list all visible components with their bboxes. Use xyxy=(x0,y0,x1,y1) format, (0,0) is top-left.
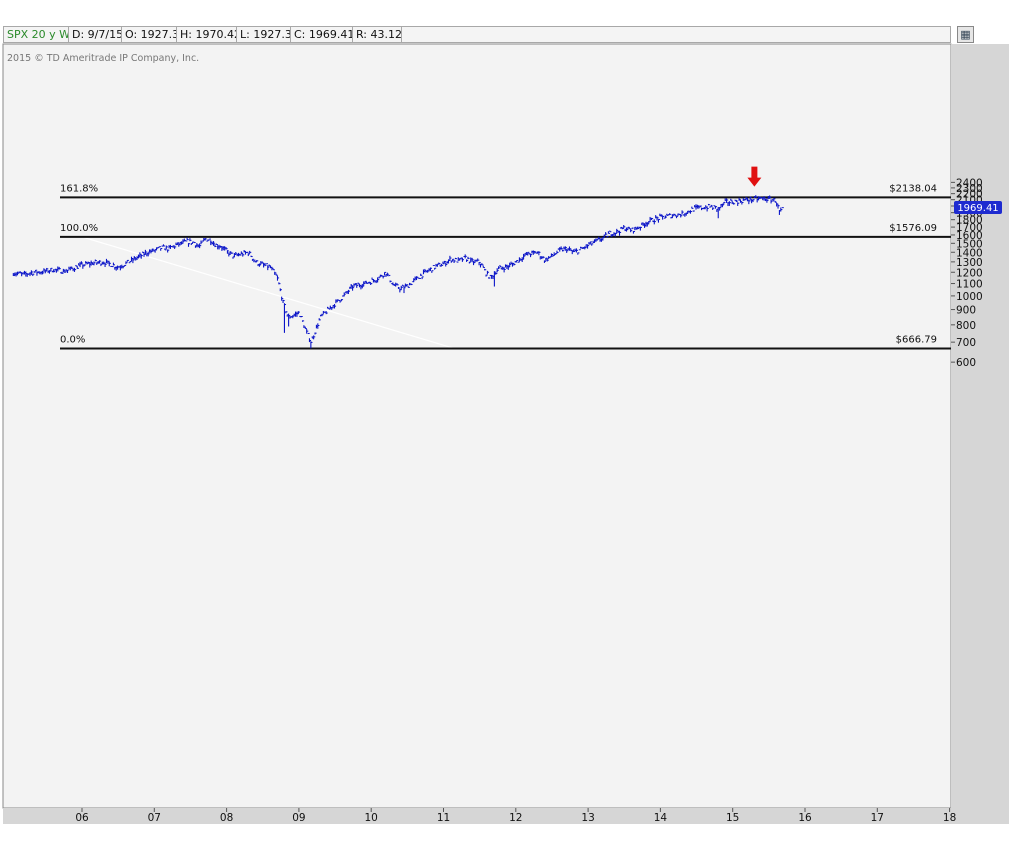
y-tick-label: 1400 xyxy=(956,247,983,259)
chart-settings-icon[interactable]: ▦ xyxy=(957,26,974,43)
plot-area xyxy=(2,43,952,809)
down-arrow-marker xyxy=(747,166,762,187)
open-field: O: 1927.3 xyxy=(121,26,179,43)
y-tick-label: 1900 xyxy=(956,208,983,220)
fib-price-label: $2138.04 xyxy=(889,183,937,194)
y-tick-label: 2300 xyxy=(956,183,983,195)
x-tick-label: 10 xyxy=(365,812,378,824)
last-price-label: 1969.41 xyxy=(957,203,998,214)
y-tick-label: 1700 xyxy=(956,222,983,234)
close-field: C: 1969.41 xyxy=(290,26,354,43)
series-group xyxy=(12,195,784,349)
y-tick-label: 1300 xyxy=(956,257,983,269)
y-tick-label: 800 xyxy=(956,320,976,332)
x-tick-label: 14 xyxy=(654,812,668,824)
fib-level-label: 100.0% xyxy=(60,223,98,234)
x-tick-label: 15 xyxy=(726,812,739,824)
annotation-group: 1969.41 xyxy=(747,166,1002,215)
y-axis-group: 600 700 800 900 1000110012001300140015001600… xyxy=(951,177,983,369)
fib-price-label: $1576.09 xyxy=(889,223,937,234)
y-tick-label: 1000 xyxy=(956,291,983,303)
y-tick-label: 1200 xyxy=(956,267,983,279)
high-field: H: 1970.42 xyxy=(176,26,241,43)
x-axis-group: 06 07 08 09 10 11 12 13 14 15 16 17 18 xyxy=(75,808,956,824)
y-axis-panel xyxy=(951,44,1009,808)
fib-levels-group: 161.8% $2138.04 100.0% $1576.09 0.0% $666.79 xyxy=(60,183,951,350)
y-tick-label: 2000 xyxy=(956,201,983,213)
y-tick-label: 1800 xyxy=(956,215,983,227)
low-field: L: 1927.3 xyxy=(236,26,292,43)
trendline-group xyxy=(81,236,455,350)
x-tick-label: 13 xyxy=(581,812,594,824)
x-axis-panel xyxy=(3,808,1009,824)
x-tick-label: 07 xyxy=(148,812,161,824)
x-tick-label: 06 xyxy=(75,812,89,824)
y-tick-label: 600 xyxy=(956,357,976,369)
range-field: R: 43.12 xyxy=(352,26,402,43)
date-field: D: 9/7/15 xyxy=(68,26,123,43)
header-spacer xyxy=(401,26,951,43)
y-tick-label: 2200 xyxy=(956,189,983,201)
fib-level-label: 0.0% xyxy=(60,334,85,345)
x-tick-label: 08 xyxy=(220,812,233,824)
y-tick-label: 900 xyxy=(956,305,976,317)
y-tick-label: 1100 xyxy=(956,279,983,291)
x-tick-label: 16 xyxy=(798,812,812,824)
copyright-text: 2015 © TD Ameritrade IP Company, Inc. xyxy=(7,53,199,64)
y-tick-label: 700 xyxy=(956,337,976,349)
x-tick-label: 12 xyxy=(509,812,522,824)
y-tick-label: 1500 xyxy=(956,238,983,250)
last-price-badge xyxy=(954,201,1002,215)
x-tick-label: 11 xyxy=(437,812,450,824)
fib-price-label: $666.79 xyxy=(896,334,937,345)
y-tick-label: 2100 xyxy=(956,195,983,207)
x-tick-label: 09 xyxy=(292,812,305,824)
trendline xyxy=(81,236,455,350)
fib-level-label: 161.8% xyxy=(60,183,98,194)
x-tick-label: 18 xyxy=(943,812,956,824)
y-tick-label: 2400 xyxy=(956,177,983,189)
symbol-field[interactable]: SPX 20 y W xyxy=(3,26,70,43)
y-tick-label: 1600 xyxy=(956,230,983,242)
x-tick-label: 17 xyxy=(871,812,884,824)
